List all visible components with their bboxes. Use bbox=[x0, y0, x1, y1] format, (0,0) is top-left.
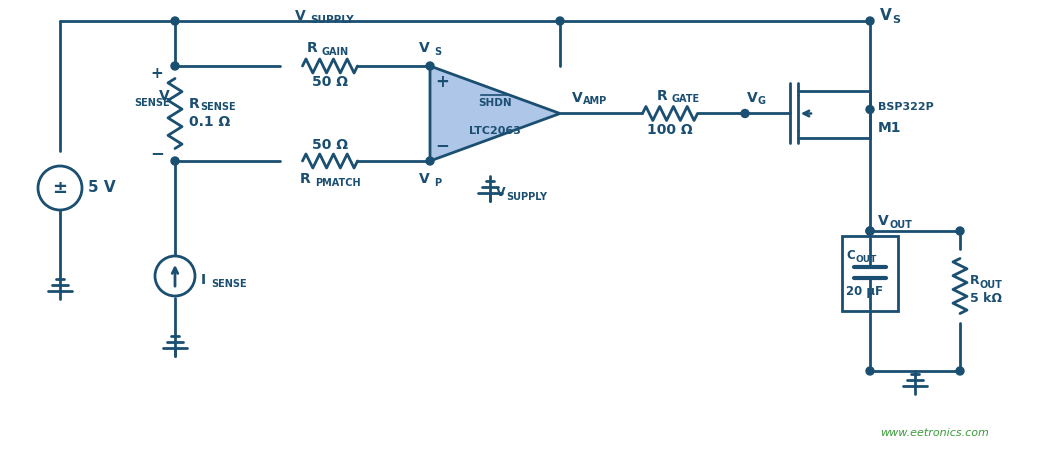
Circle shape bbox=[956, 227, 964, 235]
Text: V: V bbox=[419, 41, 429, 55]
Text: −: − bbox=[436, 136, 449, 154]
Circle shape bbox=[426, 157, 434, 165]
Text: SUPPLY: SUPPLY bbox=[506, 192, 547, 202]
Text: R: R bbox=[300, 172, 310, 186]
Text: +: + bbox=[150, 66, 163, 82]
Text: 0.1 Ω: 0.1 Ω bbox=[189, 114, 230, 129]
Text: GAIN: GAIN bbox=[322, 47, 349, 57]
Text: V: V bbox=[747, 90, 757, 105]
Text: S: S bbox=[892, 15, 901, 25]
Text: V: V bbox=[881, 8, 892, 24]
Text: V: V bbox=[878, 214, 889, 228]
Circle shape bbox=[866, 227, 874, 235]
Text: 50 Ω: 50 Ω bbox=[312, 75, 348, 89]
Text: V: V bbox=[572, 90, 583, 105]
Circle shape bbox=[866, 17, 874, 25]
Text: 20 μF: 20 μF bbox=[846, 285, 883, 298]
Circle shape bbox=[171, 157, 179, 165]
Text: GATE: GATE bbox=[672, 95, 701, 105]
Circle shape bbox=[866, 106, 874, 113]
Text: BSP322P: BSP322P bbox=[878, 102, 934, 112]
Circle shape bbox=[866, 227, 874, 235]
Text: www.eetronics.com: www.eetronics.com bbox=[881, 428, 989, 438]
Text: 5 kΩ: 5 kΩ bbox=[970, 292, 1002, 306]
Text: AMP: AMP bbox=[583, 96, 607, 106]
Text: V: V bbox=[159, 89, 170, 102]
Text: SENSE: SENSE bbox=[135, 99, 170, 108]
Text: I: I bbox=[201, 273, 206, 287]
Circle shape bbox=[426, 62, 434, 70]
Text: 50 Ω: 50 Ω bbox=[312, 138, 348, 152]
FancyBboxPatch shape bbox=[842, 236, 898, 311]
Text: OUT: OUT bbox=[889, 220, 912, 230]
Circle shape bbox=[557, 17, 564, 25]
Text: R: R bbox=[306, 41, 318, 55]
Text: M1: M1 bbox=[878, 120, 902, 135]
Circle shape bbox=[171, 17, 179, 25]
Text: C: C bbox=[846, 249, 854, 262]
Text: −: − bbox=[150, 144, 164, 162]
Text: +: + bbox=[436, 73, 449, 91]
Text: 5 V: 5 V bbox=[88, 181, 116, 195]
Text: OUT: OUT bbox=[855, 255, 876, 264]
Text: V: V bbox=[295, 9, 305, 23]
Text: G: G bbox=[758, 96, 766, 106]
Text: R: R bbox=[656, 89, 667, 102]
Text: S: S bbox=[434, 47, 441, 57]
Text: ±: ± bbox=[53, 179, 67, 197]
Text: V: V bbox=[419, 172, 429, 186]
Text: R: R bbox=[970, 274, 979, 288]
Text: OUT: OUT bbox=[980, 280, 1003, 290]
Text: LTC2063: LTC2063 bbox=[469, 126, 521, 136]
Circle shape bbox=[866, 367, 874, 375]
Text: SUPPLY: SUPPLY bbox=[310, 15, 353, 25]
Text: PMATCH: PMATCH bbox=[315, 178, 361, 188]
Text: SENSE: SENSE bbox=[211, 279, 246, 289]
Text: SHDN: SHDN bbox=[479, 99, 512, 108]
Text: 100 Ω: 100 Ω bbox=[647, 123, 693, 136]
Text: SENSE: SENSE bbox=[200, 102, 236, 112]
Polygon shape bbox=[430, 66, 560, 161]
Text: P: P bbox=[434, 178, 441, 188]
Circle shape bbox=[171, 62, 179, 70]
Circle shape bbox=[741, 110, 749, 118]
Circle shape bbox=[956, 367, 964, 375]
Text: R: R bbox=[189, 96, 200, 111]
Text: V: V bbox=[495, 187, 506, 200]
